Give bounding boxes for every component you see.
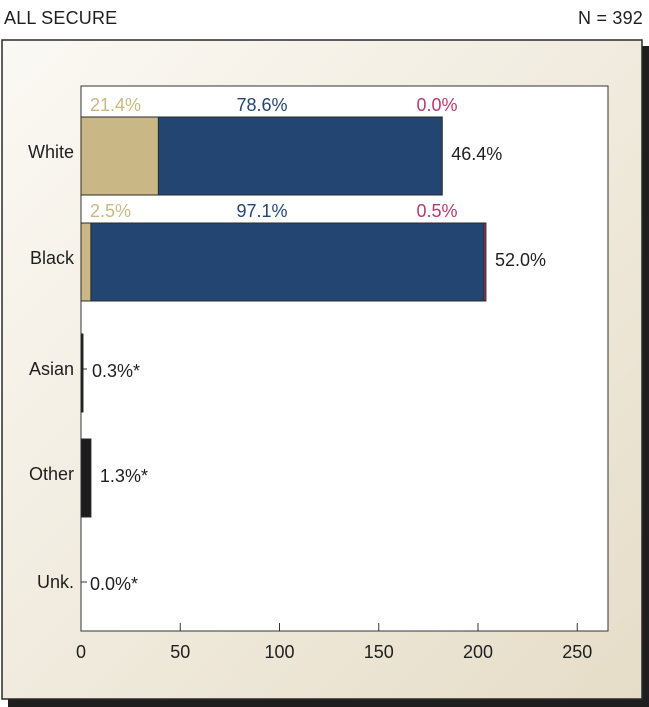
x-tick-label: 150 xyxy=(364,642,394,662)
bar-total-label: 1.3%* xyxy=(100,466,148,486)
bar-total-label: 0.3%* xyxy=(92,361,140,381)
bar-segment-black-blue xyxy=(90,222,485,302)
category-label: Unk. xyxy=(37,572,74,592)
x-tick-label: 0 xyxy=(76,642,86,662)
bar-segment-white-blue xyxy=(157,116,443,196)
bar-segment-black-magenta xyxy=(483,222,487,302)
bar-segment-other-dark xyxy=(80,438,92,518)
category-label: Other xyxy=(29,464,74,484)
chart-title: ALL SECURE xyxy=(4,8,118,28)
category-label: Black xyxy=(30,248,75,268)
bar-segment-asian-dark xyxy=(80,333,84,413)
bar-segment-black-tan xyxy=(80,222,92,302)
segment-share-label: 97.1% xyxy=(236,201,287,221)
category-label: White xyxy=(28,142,74,162)
bar-total-label: 46.4% xyxy=(451,144,502,164)
x-tick-label: 200 xyxy=(463,642,493,662)
bar-total-label: 52.0% xyxy=(495,250,546,270)
segment-share-label: 78.6% xyxy=(236,95,287,115)
segment-share-label: 0.5% xyxy=(416,201,457,221)
bar-segment-white-tan xyxy=(80,116,159,196)
x-tick-label: 100 xyxy=(264,642,294,662)
category-label: Asian xyxy=(29,359,74,379)
sample-size-label: N = 392 xyxy=(578,8,643,28)
x-tick-label: 50 xyxy=(170,642,190,662)
x-tick-label: 250 xyxy=(562,642,592,662)
bar-total-label: 0.0%* xyxy=(90,574,138,594)
segment-share-label: 21.4% xyxy=(90,95,141,115)
segment-share-label: 2.5% xyxy=(90,201,131,221)
segment-share-label: 0.0% xyxy=(416,95,457,115)
